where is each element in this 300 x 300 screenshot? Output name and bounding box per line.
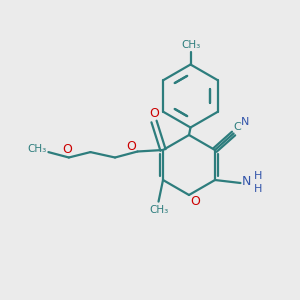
Text: H: H — [254, 184, 262, 194]
Text: O: O — [149, 107, 159, 120]
Text: CH₃: CH₃ — [27, 143, 46, 154]
Text: N: N — [242, 175, 251, 188]
Text: N: N — [241, 117, 249, 127]
Text: CH₃: CH₃ — [149, 205, 168, 215]
Text: H: H — [254, 171, 262, 182]
Text: O: O — [126, 140, 136, 154]
Text: C: C — [234, 122, 242, 132]
Text: O: O — [191, 195, 200, 208]
Text: CH₃: CH₃ — [181, 40, 200, 50]
Text: O: O — [62, 143, 72, 156]
